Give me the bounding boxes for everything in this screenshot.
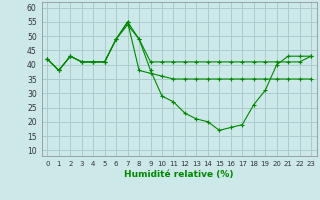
X-axis label: Humidité relative (%): Humidité relative (%) bbox=[124, 170, 234, 179]
